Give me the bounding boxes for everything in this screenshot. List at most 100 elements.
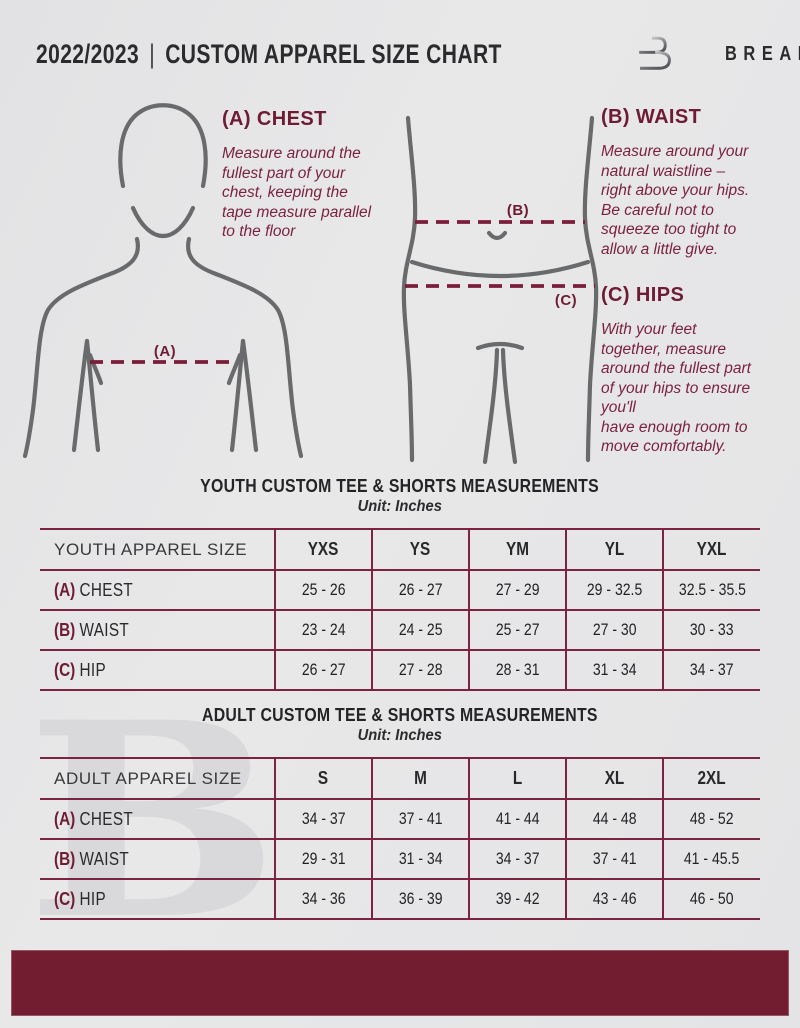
lower-body-figure xyxy=(401,115,599,465)
adult-chest-m: 37 - 41 xyxy=(371,799,469,840)
chest-instruction-body: Measure around the fullest part of your … xyxy=(222,145,372,240)
adult-chest-s: 34 - 37 xyxy=(274,799,372,840)
youth-size-col-ys: YS xyxy=(371,529,469,571)
adult-section-title: ADULT CUSTOM TEE & SHORTS MEASUREMENTS xyxy=(40,705,760,726)
adult-chest-row: (A) CHEST 34 - 37 37 - 41 41 - 44 44 - 4… xyxy=(40,799,760,840)
adult-unit-text: Unit: Inches xyxy=(357,727,443,744)
adult-hip-row-label: (C) HIP xyxy=(40,879,275,920)
crotch-curve xyxy=(475,341,525,351)
title-text: CUSTOM APPAREL SIZE CHART xyxy=(165,38,502,69)
youth-hip-ys: 27 - 28 xyxy=(371,650,469,691)
youth-hip-ym: 28 - 31 xyxy=(468,650,566,691)
left-torso-side-line xyxy=(84,338,101,453)
youth-section-title-text: YOUTH CUSTOM TEE & SHORTS MEASUREMENTS xyxy=(200,476,600,496)
adult-hip-xl: 43 - 46 xyxy=(565,879,663,920)
left-shoulder-arm-outline xyxy=(22,236,140,459)
youth-chest-yxl: 32.5 - 35.5 xyxy=(662,570,760,611)
waist-instruction-title: (B) WAIST xyxy=(601,106,702,128)
adult-hip-m: 36 - 39 xyxy=(371,879,469,920)
hips-instruction: (C) HIPS With your feet together, measur… xyxy=(601,284,800,457)
brand-name: BREAKAWAY xyxy=(725,42,800,65)
youth-chest-row-label: (A) CHEST xyxy=(40,570,275,611)
youth-size-col-ym: YM xyxy=(468,529,566,571)
youth-chest-yl: 29 - 32.5 xyxy=(565,570,663,611)
youth-hip-yxl: 34 - 37 xyxy=(662,650,760,691)
left-inner-arm-line xyxy=(71,338,90,453)
right-shoulder-arm-outline xyxy=(186,236,304,459)
adult-section-title-text: ADULT CUSTOM TEE & SHORTS MEASUREMENTS xyxy=(202,705,598,725)
chin-outline xyxy=(130,205,196,239)
youth-waist-yxs: 23 - 24 xyxy=(274,610,372,651)
adult-waist-xl: 37 - 41 xyxy=(565,839,663,880)
youth-unit-text: Unit: Inches xyxy=(357,498,443,515)
youth-size-col-yxs: YXS xyxy=(274,529,372,571)
youth-waist-row: (B) WAIST 23 - 24 24 - 25 25 - 27 27 - 3… xyxy=(40,610,760,651)
adult-unit-label: Unit: Inches xyxy=(40,727,760,745)
youth-unit-label: Unit: Inches xyxy=(40,498,760,516)
adult-table-corner-header: ADULT APPAREL SIZE xyxy=(40,758,275,800)
youth-waist-ym: 25 - 27 xyxy=(468,610,566,651)
title-year: 2022/2023 xyxy=(36,38,140,69)
youth-hip-yl: 31 - 34 xyxy=(565,650,663,691)
youth-chest-ys: 26 - 27 xyxy=(371,570,469,611)
adult-waist-row-label: (B) WAIST xyxy=(40,839,275,880)
adult-chest-2xl: 48 - 52 xyxy=(662,799,760,840)
adult-hip-2xl: 46 - 50 xyxy=(662,879,760,920)
right-inner-arm-line xyxy=(240,338,259,453)
adult-waist-s: 29 - 31 xyxy=(274,839,372,880)
youth-chest-ym: 27 - 29 xyxy=(468,570,566,611)
waist-line-label: (B) xyxy=(506,202,530,219)
youth-waist-yxl: 30 - 33 xyxy=(662,610,760,651)
left-armpit-crease xyxy=(87,352,104,386)
youth-waist-yl: 27 - 30 xyxy=(565,610,663,651)
youth-hip-row: (C) HIP 26 - 27 27 - 28 28 - 31 31 - 34 … xyxy=(40,650,760,691)
adult-size-col-xl: XL xyxy=(565,758,663,800)
youth-size-col-yl: YL xyxy=(565,529,663,571)
adult-size-col-s: S xyxy=(274,758,372,800)
header: 2022/2023 | CUSTOM APPAREL SIZE CHART xyxy=(36,30,800,78)
adult-size-col-2xl: 2XL xyxy=(662,758,760,800)
adult-hip-l: 39 - 42 xyxy=(468,879,566,920)
youth-section-title: YOUTH CUSTOM TEE & SHORTS MEASUREMENTS xyxy=(40,476,760,497)
chest-line-label: (A) xyxy=(153,343,177,360)
adult-chest-l: 41 - 44 xyxy=(468,799,566,840)
right-armpit-crease xyxy=(226,352,243,386)
adult-size-col-l: L xyxy=(468,758,566,800)
chest-instruction-title: (A) CHEST xyxy=(222,108,327,130)
youth-chest-yxs: 25 - 26 xyxy=(274,570,372,611)
youth-table-corner-header: YOUTH APPAREL SIZE xyxy=(40,529,275,571)
head-top-outline xyxy=(118,103,208,189)
youth-table-header-row: YOUTH APPAREL SIZE YXS YS YM YL YXL xyxy=(40,529,760,571)
youth-waist-ys: 24 - 25 xyxy=(371,610,469,651)
footer-accent-bar xyxy=(11,950,789,1016)
title-separator: | xyxy=(149,38,156,69)
adult-chest-row-label: (A) CHEST xyxy=(40,799,275,840)
hips-line-label: (C) xyxy=(554,292,578,309)
breakaway-b-logo-icon xyxy=(639,36,672,70)
hips-instruction-body: With your feet together, measure around … xyxy=(601,321,751,455)
hip-curve-line xyxy=(409,259,591,279)
brand: BREAKAWAY xyxy=(633,33,800,75)
youth-hip-row-label: (C) HIP xyxy=(40,650,275,691)
chest-instruction: (A) CHEST Measure around the fullest par… xyxy=(222,108,412,242)
right-inner-leg-line xyxy=(500,347,518,465)
navel xyxy=(486,230,508,241)
right-torso-side-line xyxy=(229,338,246,453)
youth-size-table: YOUTH APPAREL SIZE YXS YS YM YL YXL (A) … xyxy=(40,528,760,691)
waist-instruction: (B) WAIST Measure around your natural wa… xyxy=(601,106,796,259)
waist-instruction-body: Measure around your natural waistline – … xyxy=(601,143,750,258)
adult-hip-s: 34 - 36 xyxy=(274,879,372,920)
adult-waist-row: (B) WAIST 29 - 31 31 - 34 34 - 37 37 - 4… xyxy=(40,839,760,880)
youth-waist-row-label: (B) WAIST xyxy=(40,610,275,651)
youth-size-col-yxl: YXL xyxy=(662,529,760,571)
youth-hip-yxs: 26 - 27 xyxy=(274,650,372,691)
hips-instruction-title: (C) HIPS xyxy=(601,284,685,306)
adult-chest-xl: 44 - 48 xyxy=(565,799,663,840)
adult-hip-row: (C) HIP 34 - 36 36 - 39 39 - 42 43 - 46 … xyxy=(40,879,760,920)
youth-chest-row: (A) CHEST 25 - 26 26 - 27 27 - 29 29 - 3… xyxy=(40,570,760,611)
page-title: 2022/2023 | CUSTOM APPAREL SIZE CHART xyxy=(36,39,502,70)
adult-waist-l: 34 - 37 xyxy=(468,839,566,880)
adult-table-header-row: ADULT APPAREL SIZE S M L XL 2XL xyxy=(40,758,760,800)
adult-size-col-m: M xyxy=(371,758,469,800)
